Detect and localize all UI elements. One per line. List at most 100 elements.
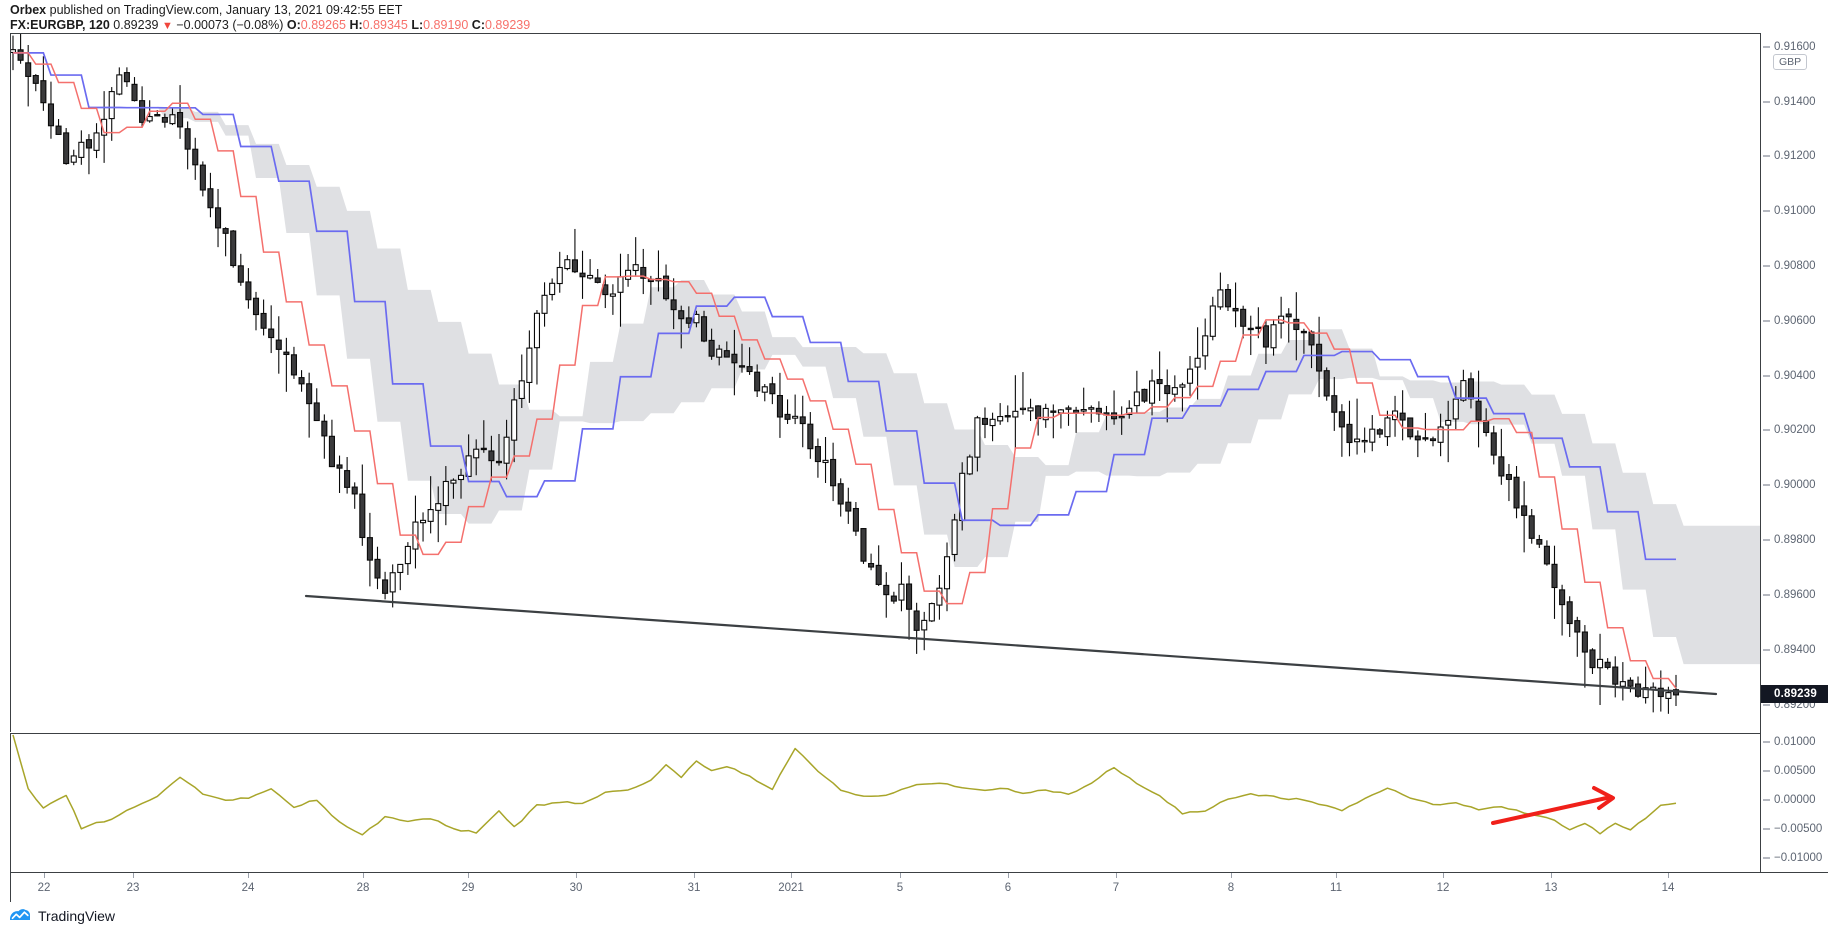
chart-header: Orbex published on TradingView.com, Janu… [0, 0, 1828, 32]
time-tick-label: 6 [1004, 882, 1012, 894]
indicator-tick-label: −0.00500 [1774, 822, 1823, 835]
symbol-label[interactable]: FX:EURGBP, 120 [10, 18, 110, 32]
time-tick-mark [1116, 873, 1117, 878]
tenkan-sen-line [13, 52, 1677, 689]
time-tick-mark [576, 873, 577, 878]
price-tick-mark [1763, 155, 1770, 157]
time-tick-mark [694, 873, 695, 878]
axis-separator [1760, 872, 1828, 874]
price-tick-label: 0.91400 [1774, 95, 1816, 108]
price-tick-label: 0.89600 [1774, 588, 1816, 601]
price-tick-label: 0.91600 [1774, 40, 1816, 53]
kijun-sen-line [13, 52, 1676, 561]
time-tick-label: 11 [1330, 882, 1342, 894]
price-tick-mark [1763, 46, 1770, 48]
publisher-line: Orbex published on TradingView.com, Janu… [10, 3, 402, 17]
time-tick-label: 5 [896, 882, 904, 894]
symbol-quote-line: FX:EURGBP, 120 0.89239 ▼ −0.00073 (−0.08… [10, 18, 530, 32]
time-tick-mark [468, 873, 469, 878]
price-tick-label: 0.89400 [1774, 643, 1816, 656]
last-price: 0.89239 [113, 18, 159, 32]
time-tick-label: 31 [687, 882, 701, 894]
price-tick-mark [1763, 375, 1770, 377]
time-tick-label: 12 [1436, 882, 1450, 894]
time-tick-label: 22 [37, 882, 51, 894]
time-tick-label: 8 [1227, 882, 1235, 894]
divergence-arrow-annotation[interactable] [1491, 786, 1615, 825]
price-tick-mark [1763, 101, 1770, 103]
price-tick-mark [1763, 704, 1770, 706]
price-tick-mark [1763, 539, 1770, 541]
low-value: 0.89190 [423, 18, 469, 32]
time-tick-mark [1336, 873, 1337, 878]
direction-down-icon: ▼ [161, 20, 173, 32]
indicator-tick-mark [1763, 799, 1770, 801]
tradingview-logo-icon [9, 908, 31, 924]
price-tick-label: 0.91000 [1774, 205, 1816, 218]
price-tick-mark [1763, 210, 1770, 212]
open-value: 0.89265 [300, 18, 346, 32]
momentum-indicator-pane[interactable] [10, 733, 1760, 872]
time-tick-label: 2021 [778, 882, 804, 894]
time-tick-label: 30 [569, 882, 583, 894]
time-tick-mark [1008, 873, 1009, 878]
ichimoku-cloud [13, 52, 1760, 665]
price-tick-mark [1763, 265, 1770, 267]
indicator-tick-label: 0.00500 [1774, 764, 1816, 777]
time-tick-mark [1668, 873, 1669, 878]
price-tick-mark [1763, 320, 1770, 322]
indicator-tick-label: −0.01000 [1774, 851, 1823, 864]
time-tick-mark [248, 873, 249, 878]
time-tick-label: 24 [241, 882, 255, 894]
time-tick-mark [44, 873, 45, 878]
price-chart-pane[interactable] [10, 33, 1760, 732]
price-tick-label: 0.90800 [1774, 260, 1816, 272]
trendline-annotation[interactable] [304, 594, 1718, 696]
price-tick-mark [1763, 484, 1770, 486]
close-label: C: [471, 18, 485, 32]
high-label: H: [349, 18, 363, 32]
time-tick-mark [791, 873, 792, 878]
publisher-name: Orbex [10, 3, 47, 17]
time-tick-mark [900, 873, 901, 878]
oscillator-line [12, 734, 1677, 836]
time-tick-label: 13 [1544, 882, 1558, 894]
price-tick-mark [1763, 429, 1770, 431]
indicator-tick-label: 0.01000 [1774, 735, 1816, 748]
time-tick-label: 23 [126, 882, 140, 894]
tradingview-branding[interactable]: TradingView [9, 908, 115, 924]
price-tick-mark [1763, 649, 1770, 651]
indicator-tick-mark [1763, 828, 1770, 830]
time-tick-mark [1231, 873, 1232, 878]
indicator-tick-label: 0.00000 [1774, 793, 1816, 806]
price-tick-label: 0.90200 [1774, 424, 1816, 437]
time-tick-mark [133, 873, 134, 878]
close-value: 0.89239 [485, 18, 531, 32]
change-absolute: −0.00073 [176, 18, 229, 32]
currency-badge: GBP [1773, 53, 1808, 70]
indicator-tick-mark [1763, 741, 1770, 743]
high-value: 0.89345 [362, 18, 408, 32]
price-tick-label: 0.90600 [1774, 314, 1816, 327]
time-tick-mark [1551, 873, 1552, 878]
time-axis[interactable]: 22 23 24 28 29 30 31 2021 5 6 7 8 11 12 13 14 [10, 872, 1760, 902]
published-text: published on TradingView.com, January 13… [46, 3, 403, 17]
current-price-badge: 0.89239 [1761, 684, 1828, 703]
time-tick-mark [1443, 873, 1444, 878]
time-tick-label: 14 [1661, 882, 1675, 894]
tradingview-brand-label: TradingView [38, 908, 116, 924]
change-percent: (−0.08%) [232, 18, 284, 32]
price-tick-mark [1763, 594, 1770, 596]
indicator-tick-mark [1763, 770, 1770, 772]
time-tick-label: 29 [461, 882, 475, 894]
time-tick-mark [363, 873, 364, 878]
price-axis[interactable]: 0.91600 0.91400 0.91200 0.91000 0.90800 0.906… [1760, 33, 1828, 872]
indicator-tick-mark [1763, 857, 1770, 859]
price-tick-label: 0.90000 [1774, 479, 1816, 492]
time-tick-label: 28 [356, 882, 370, 894]
price-tick-label: 0.90400 [1774, 369, 1816, 382]
low-label: L: [411, 18, 424, 32]
price-tick-label: 0.89800 [1774, 534, 1816, 547]
price-chart-svg [11, 34, 1760, 714]
